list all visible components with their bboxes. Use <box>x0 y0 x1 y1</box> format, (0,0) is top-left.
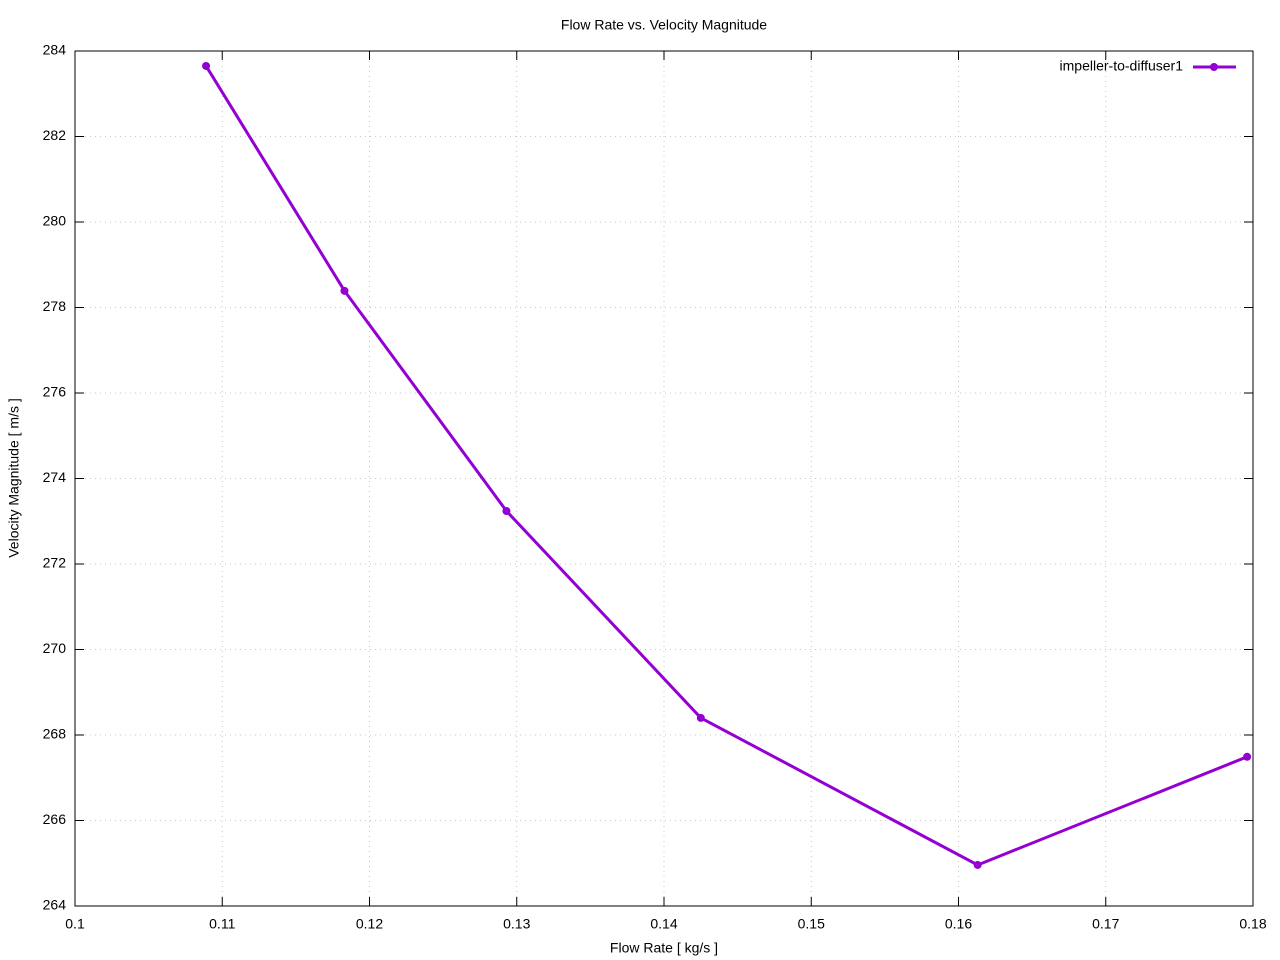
data-point <box>1243 752 1252 761</box>
x-tick-label: 0.15 <box>798 916 825 932</box>
y-tick-label: 266 <box>43 811 67 827</box>
y-tick-label: 278 <box>43 298 67 314</box>
x-tick-label: 0.16 <box>945 916 972 932</box>
plot-frame <box>74 50 1254 907</box>
y-tick-label: 274 <box>43 469 67 485</box>
data-point <box>202 61 211 70</box>
x-tick-label: 0.11 <box>209 916 235 932</box>
series-line <box>204 65 1248 867</box>
x-tick-label: 0.13 <box>503 916 530 932</box>
data-point <box>502 506 511 515</box>
x-axis-label: Flow Rate [ kg/s ] <box>610 940 718 956</box>
y-tick-label: 272 <box>43 555 67 571</box>
legend-label: impeller-to-diffuser1 <box>1060 58 1184 74</box>
y-tick-label: 270 <box>43 640 67 656</box>
y-tick-label: 264 <box>43 897 67 913</box>
data-point <box>696 713 705 722</box>
x-tick-label: 0.12 <box>356 916 383 932</box>
x-tick-label: 0.1 <box>65 916 85 932</box>
y-axis-label: Velocity Magnitude [ m/s ] <box>6 398 22 558</box>
y-tick-label: 284 <box>43 42 67 58</box>
x-tick-label: 0.17 <box>1092 916 1119 932</box>
x-tick-label: 0.18 <box>1239 916 1266 932</box>
x-tick-label: 0.14 <box>650 916 677 932</box>
legend-swatch <box>1210 63 1218 71</box>
y-tick-label: 282 <box>43 127 67 143</box>
y-tick-label: 268 <box>43 726 67 742</box>
chart-title: Flow Rate vs. Velocity Magnitude <box>561 17 767 33</box>
data-point <box>340 286 349 295</box>
y-tick-label: 276 <box>43 384 67 400</box>
data-point <box>973 860 982 869</box>
y-tick-label: 280 <box>43 213 67 229</box>
